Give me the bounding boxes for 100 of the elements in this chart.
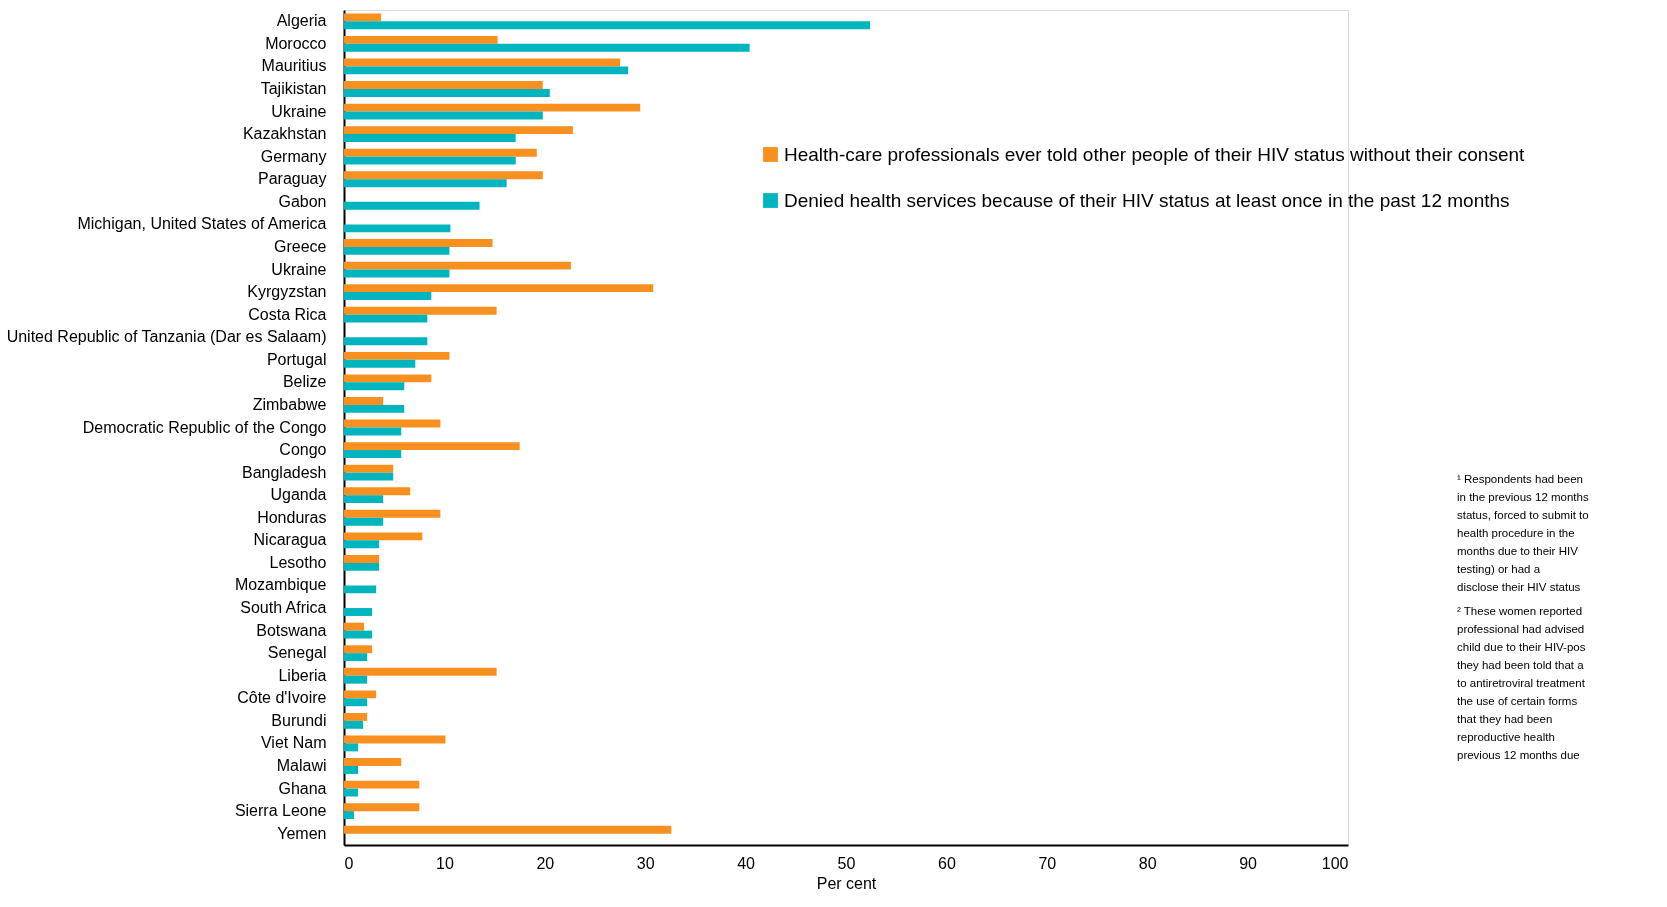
bar bbox=[344, 43, 750, 52]
y-tick-label: Tajikistan bbox=[260, 79, 327, 97]
text: months due to their HIV bbox=[1457, 545, 1579, 557]
y-tick-label: United Republic of Tanzania (Dar es Salaam) bbox=[6, 328, 327, 346]
bar bbox=[344, 675, 368, 684]
x-tick-label: 80 bbox=[1138, 854, 1157, 872]
bar bbox=[344, 404, 405, 413]
bar bbox=[344, 690, 377, 699]
text: that they had been bbox=[1457, 713, 1553, 725]
y-tick-label: Malawi bbox=[276, 757, 327, 775]
y-tick-label: Gabon bbox=[278, 192, 327, 210]
text: they had been told that a bbox=[1457, 659, 1585, 671]
bar bbox=[344, 555, 380, 563]
y-tick-label: Kyrgyzstan bbox=[247, 283, 327, 301]
y-tick-label: Mauritius bbox=[261, 57, 327, 75]
bar bbox=[344, 351, 450, 360]
bar bbox=[344, 562, 380, 571]
y-tick-label: Honduras bbox=[257, 508, 327, 526]
x-axis-title: Per cent bbox=[816, 874, 877, 892]
bar bbox=[344, 21, 871, 30]
text: the use of certain forms bbox=[1457, 695, 1578, 707]
bar bbox=[344, 374, 432, 383]
bar bbox=[344, 179, 507, 188]
y-tick-label: Morocco bbox=[265, 34, 327, 52]
y-tick-label: Sierra Leone bbox=[234, 802, 327, 820]
bar bbox=[344, 382, 405, 391]
bar bbox=[344, 698, 368, 707]
y-tick-label: Bangladesh bbox=[241, 463, 327, 481]
text: disclose their HIV status bbox=[1457, 581, 1581, 593]
bar bbox=[344, 811, 355, 820]
y-tick-label: Ghana bbox=[278, 779, 327, 797]
bar bbox=[344, 585, 377, 594]
bar bbox=[344, 126, 573, 135]
bar bbox=[344, 284, 654, 293]
bar bbox=[344, 667, 497, 676]
bar bbox=[344, 103, 641, 112]
bar bbox=[344, 442, 520, 451]
text: child due to their HIV-pos bbox=[1457, 641, 1586, 653]
legend-label: Health-care professionals ever told other people of their HIV status without their consent bbox=[784, 143, 1526, 165]
x-tick-label: 70 bbox=[1038, 854, 1057, 872]
bar bbox=[344, 825, 672, 834]
bar bbox=[344, 540, 380, 549]
y-tick-label: Greece bbox=[274, 237, 327, 255]
bar bbox=[344, 292, 432, 300]
text: professional had advised bbox=[1457, 623, 1585, 635]
bar bbox=[344, 645, 373, 654]
y-tick-label: Germany bbox=[260, 147, 327, 165]
bar bbox=[344, 314, 428, 323]
y-tick-label: Ukraine bbox=[271, 260, 327, 278]
bar bbox=[344, 517, 384, 526]
bar bbox=[344, 712, 368, 721]
y-tick-label: Burundi bbox=[271, 711, 327, 729]
y-tick-label: Portugal bbox=[266, 350, 327, 368]
text: in the previous 12 months bbox=[1457, 491, 1589, 503]
x-tick-label: 0 bbox=[344, 854, 354, 872]
bar bbox=[344, 495, 384, 504]
bar bbox=[344, 622, 365, 631]
y-tick-label: Zimbabwe bbox=[252, 395, 327, 413]
text: status, forced to submit to bbox=[1457, 509, 1589, 521]
bar bbox=[344, 630, 373, 639]
x-tick-label: 60 bbox=[938, 854, 956, 872]
y-tick-label: Lesotho bbox=[269, 553, 327, 571]
bar bbox=[344, 532, 423, 541]
bar bbox=[344, 261, 571, 270]
bar bbox=[344, 224, 451, 233]
bar bbox=[344, 653, 368, 662]
bar bbox=[344, 246, 450, 255]
y-tick-label: Botswana bbox=[256, 621, 327, 639]
bar bbox=[344, 758, 402, 767]
y-tick-label: Liberia bbox=[278, 666, 327, 684]
bar bbox=[344, 608, 373, 616]
bar bbox=[344, 472, 394, 481]
bar bbox=[344, 743, 359, 752]
y-tick-label: Viet Nam bbox=[260, 734, 327, 752]
y-tick-label: Yemen bbox=[277, 824, 327, 842]
x-tick-label: 50 bbox=[837, 854, 856, 872]
y-tick-label: Nicaragua bbox=[253, 531, 327, 549]
bar bbox=[344, 419, 441, 428]
text: reproductive health bbox=[1457, 731, 1555, 743]
x-tick-label: 30 bbox=[636, 854, 655, 872]
text: health procedure in the bbox=[1457, 527, 1575, 539]
bar bbox=[344, 397, 384, 405]
bar bbox=[344, 156, 516, 165]
text: to antiretroviral treatment bbox=[1457, 677, 1586, 689]
y-tick-label: Kazakhstan bbox=[242, 125, 327, 143]
y-tick-label: Senegal bbox=[267, 644, 327, 662]
bar bbox=[344, 35, 498, 44]
bar bbox=[344, 81, 543, 89]
x-tick-label: 90 bbox=[1239, 854, 1258, 872]
y-tick-label: Michigan, United States of America bbox=[77, 215, 327, 233]
text: previous 12 months due bbox=[1457, 749, 1580, 761]
bar bbox=[344, 359, 416, 368]
bar bbox=[344, 803, 420, 812]
bar bbox=[344, 464, 394, 473]
x-tick-label: 20 bbox=[536, 854, 555, 872]
y-tick-label: Paraguay bbox=[258, 170, 327, 188]
y-tick-label: South Africa bbox=[240, 599, 327, 617]
bar bbox=[344, 201, 480, 210]
bar bbox=[344, 148, 537, 157]
bar bbox=[344, 337, 428, 346]
